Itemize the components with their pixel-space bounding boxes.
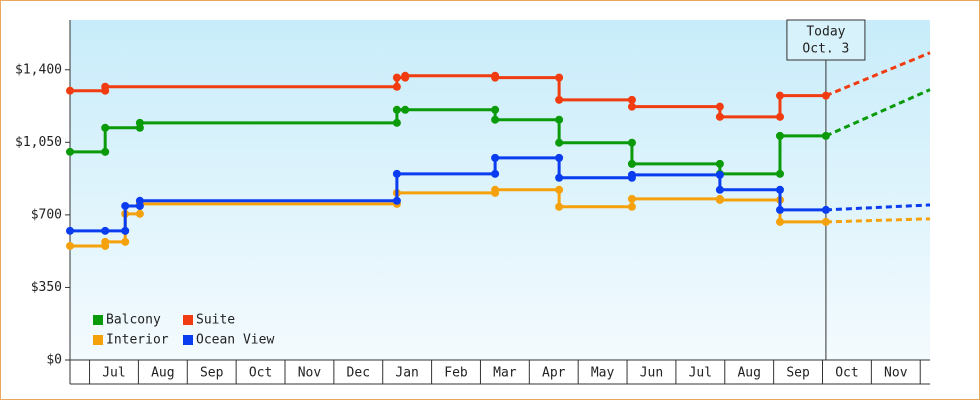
- point: [101, 123, 110, 132]
- legend-label: Suite: [196, 313, 235, 328]
- point: [627, 102, 636, 111]
- point: [66, 147, 74, 156]
- point: [392, 196, 401, 205]
- point: [491, 169, 500, 178]
- point: [555, 138, 564, 147]
- point: [135, 196, 144, 205]
- point: [555, 73, 564, 82]
- forecast-line: [825, 217, 931, 224]
- point: [392, 118, 401, 127]
- legend-swatch: [93, 335, 103, 345]
- point: [775, 131, 784, 140]
- legend-swatch: [183, 335, 193, 345]
- point: [392, 82, 401, 91]
- point: [555, 153, 564, 162]
- today-box: [786, 19, 866, 61]
- point: [775, 169, 784, 178]
- point: [66, 241, 74, 250]
- point: [775, 217, 784, 226]
- x-tick-label: Jul: [102, 366, 125, 381]
- y-tick-label: $1,400: [15, 62, 62, 77]
- point: [491, 73, 500, 82]
- point: [555, 95, 564, 104]
- point: [401, 71, 410, 80]
- forecast-line: [825, 203, 931, 212]
- point: [627, 95, 636, 104]
- point: [627, 194, 636, 203]
- point: [491, 153, 500, 162]
- legend-swatch: [183, 315, 193, 325]
- point: [627, 138, 636, 147]
- x-tick-label: Aug: [151, 366, 174, 381]
- point: [401, 105, 410, 114]
- point: [715, 185, 724, 194]
- x-tick-label: Jun: [640, 366, 663, 381]
- series-line: [70, 74, 826, 119]
- forecast-line: [825, 51, 931, 98]
- x-tick-label: Sep: [200, 366, 224, 381]
- point: [392, 73, 401, 82]
- legend-label: Balcony: [106, 313, 161, 328]
- point: [135, 209, 144, 218]
- point: [66, 226, 74, 235]
- point: [121, 201, 130, 210]
- point: [627, 159, 636, 168]
- x-tick-label: Dec: [347, 366, 370, 381]
- point: [491, 115, 500, 124]
- y-tick-label: $1,050: [15, 135, 62, 150]
- legend-swatch: [93, 315, 103, 325]
- point: [627, 202, 636, 211]
- point: [627, 170, 636, 179]
- x-tick-label: Apr: [542, 366, 566, 381]
- forecast-line: [825, 88, 931, 138]
- point: [101, 82, 110, 91]
- x-tick-label: Aug: [737, 366, 760, 381]
- point: [392, 169, 401, 178]
- x-tick-label: May: [591, 366, 615, 381]
- x-tick-label: Feb: [444, 366, 468, 381]
- point: [101, 147, 110, 156]
- point: [555, 202, 564, 211]
- point: [121, 226, 130, 235]
- x-tick-label: Jan: [395, 366, 418, 381]
- point: [775, 205, 784, 214]
- point: [392, 105, 401, 114]
- point: [775, 91, 784, 100]
- point: [491, 185, 500, 194]
- y-tick-label: $350: [31, 280, 62, 295]
- point: [135, 118, 144, 127]
- legend-label: Ocean View: [196, 333, 274, 348]
- point: [491, 105, 500, 114]
- x-tick-label: Jul: [689, 366, 712, 381]
- x-tick-label: Sep: [786, 366, 810, 381]
- point: [715, 102, 724, 111]
- x-tick-label: Nov: [298, 366, 322, 381]
- point: [66, 86, 74, 95]
- x-tick-label: Mar: [493, 366, 517, 381]
- y-tick-label: $700: [31, 207, 62, 222]
- point: [715, 112, 724, 121]
- point: [101, 237, 110, 246]
- y-tick-label: $0: [46, 353, 62, 368]
- point: [101, 226, 110, 235]
- point: [775, 185, 784, 194]
- x-tick-label: Oct: [835, 366, 858, 381]
- x-tick-label: Nov: [884, 366, 908, 381]
- point: [715, 159, 724, 168]
- point: [121, 237, 130, 246]
- today-label: Today: [806, 25, 845, 40]
- x-tick-label: Oct: [249, 366, 272, 381]
- point: [715, 195, 724, 204]
- point: [555, 173, 564, 182]
- point: [775, 112, 784, 121]
- point: [715, 170, 724, 179]
- today-label: Oct. 3: [802, 42, 849, 57]
- point: [555, 115, 564, 124]
- point: [555, 185, 564, 194]
- legend-label: Interior: [106, 333, 169, 348]
